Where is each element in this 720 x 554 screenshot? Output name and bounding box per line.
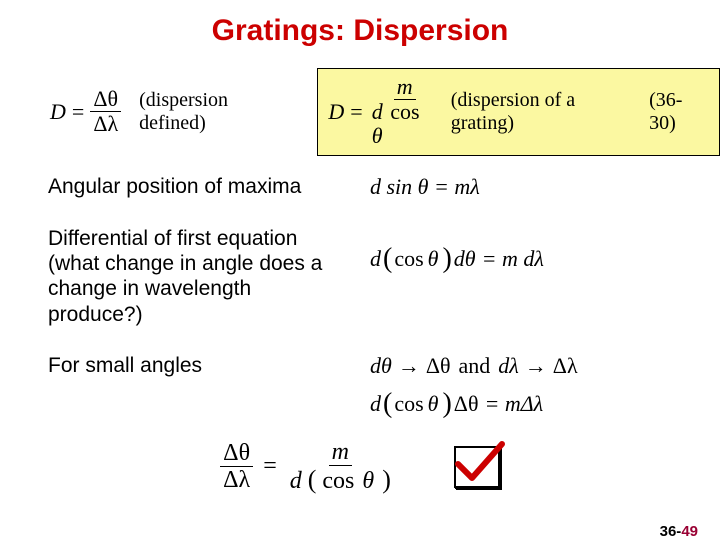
symbol-D: D	[50, 99, 66, 125]
sym-theta: θ	[428, 246, 439, 272]
sym-dlambda: dλ	[498, 353, 519, 379]
checkmark-box	[454, 446, 500, 488]
label-small-angles: For small angles	[48, 353, 348, 421]
frac-num-m: m	[329, 439, 352, 466]
definition-row: D = Δθ Δλ (dispersion defined) D = m d c…	[50, 68, 720, 156]
paren-left: (	[383, 387, 392, 421]
frac-num-m: m	[394, 75, 416, 100]
paren-right: )	[442, 242, 451, 276]
sym-cos: cos	[394, 246, 423, 272]
body-grid: Angular position of maxima d sin θ = mλ …	[48, 174, 690, 421]
fraction-m-dcostheta: m d ( cos θ )	[287, 439, 394, 495]
label-differential: Differential of first equation (what cha…	[48, 226, 348, 327]
sym-cos: cos	[322, 468, 354, 494]
paren-grating: (dispersion of a grating)	[451, 89, 643, 135]
fraction-Dtheta-Dlambda: Δθ Δλ	[220, 440, 253, 494]
frac-num: Δθ	[220, 440, 253, 467]
eq-angular-maxima: d sin θ = mλ	[370, 174, 690, 200]
frac-num: Δθ	[90, 87, 121, 112]
paren-defined: (dispersion defined)	[139, 89, 299, 135]
sym-dtheta: dθ	[454, 246, 476, 272]
equals-sign: =	[263, 453, 277, 480]
sym-d: d	[370, 246, 381, 272]
sym-cos: cos	[390, 99, 419, 124]
frac-den: Δλ	[90, 112, 121, 136]
eq-differential: d ( cos θ ) dθ = m dλ	[370, 242, 690, 276]
arrow-icon: →	[398, 353, 420, 379]
sym-theta: θ	[362, 468, 374, 494]
sym-theta: θ	[372, 123, 383, 148]
paren-right: )	[442, 387, 451, 421]
final-equation: Δθ Δλ = m d ( cos θ )	[220, 439, 394, 495]
sym-theta: θ	[428, 391, 439, 417]
paren-left: (	[308, 465, 317, 494]
symbol-D-box: D	[328, 99, 344, 125]
sym-d: d	[290, 468, 302, 494]
eq-rhs: = mΔλ	[484, 391, 543, 417]
equals-sign: =	[72, 99, 84, 125]
sym-cos: cos	[394, 391, 423, 417]
sym-d: d	[370, 391, 381, 417]
page-footer: 36-49	[660, 523, 698, 540]
eq-text: d sin θ = mλ	[370, 174, 480, 200]
dispersion-defined-eq: D = Δθ Δλ	[50, 87, 121, 136]
arrow-icon: →	[525, 353, 547, 379]
sym-dtheta: dθ	[370, 353, 392, 379]
fraction-m-over-dcostheta: m d cos θ	[369, 75, 441, 149]
page-number: 49	[681, 523, 698, 540]
paren-right: )	[382, 465, 391, 494]
sym-DeltaTheta: Δθ	[454, 391, 479, 417]
sym-DeltaTheta: Δθ	[426, 353, 451, 379]
equals-sign: =	[350, 99, 362, 125]
label-angular: Angular position of maxima	[48, 174, 348, 200]
sym-DeltaLambda: Δλ	[553, 353, 578, 379]
slide-title: Gratings: Dispersion	[0, 14, 720, 48]
checkmark-icon	[452, 438, 510, 494]
text-and: and	[459, 353, 491, 379]
equation-number: (36-30)	[649, 89, 709, 135]
paren-left: (	[383, 242, 392, 276]
final-equation-row: Δθ Δλ = m d ( cos θ )	[0, 439, 720, 495]
frac-den: Δλ	[220, 467, 253, 493]
grating-dispersion-box: D = m d cos θ (dispersion of a grating) …	[317, 68, 720, 156]
eq-rhs: = m dλ	[482, 246, 544, 272]
fraction-dtheta-dlambda: Δθ Δλ	[90, 87, 121, 136]
eq-small-angles: dθ → Δθ and dλ → Δλ d ( cos θ ) Δθ = mΔλ	[370, 353, 690, 421]
sym-d: d	[372, 99, 383, 124]
chapter-number: 36-	[660, 523, 682, 540]
